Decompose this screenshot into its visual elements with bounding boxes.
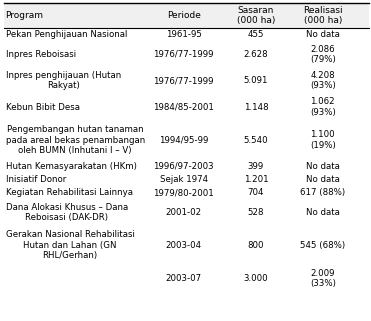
Text: 2.628: 2.628	[244, 50, 268, 59]
Text: Sejak 1974: Sejak 1974	[160, 175, 208, 184]
Text: 1.100
(19%): 1.100 (19%)	[310, 130, 336, 150]
Text: 1976/77-1999: 1976/77-1999	[153, 50, 214, 59]
Text: Periode: Periode	[167, 11, 201, 20]
Text: 1994/95-99: 1994/95-99	[159, 135, 209, 144]
Text: Inpres penghijauan (Hutan
Rakyat): Inpres penghijauan (Hutan Rakyat)	[6, 71, 121, 91]
Text: 1.148: 1.148	[244, 103, 268, 112]
Text: 5.091: 5.091	[244, 76, 268, 85]
Text: Pekan Penghijauan Nasional: Pekan Penghijauan Nasional	[6, 30, 127, 39]
Text: Inisiatif Donor: Inisiatif Donor	[6, 175, 66, 184]
Text: 1984/85-2001: 1984/85-2001	[153, 103, 214, 112]
Text: 399: 399	[248, 162, 264, 171]
Text: Dana Alokasi Khusus – Dana
Reboisasi (DAK-DR): Dana Alokasi Khusus – Dana Reboisasi (DA…	[6, 203, 128, 222]
Text: 4.208
(93%): 4.208 (93%)	[310, 71, 336, 91]
Text: Sasaran
(000 ha): Sasaran (000 ha)	[237, 6, 275, 25]
Text: 2003-04: 2003-04	[165, 241, 202, 250]
Text: Kegiatan Rehabilitasi Lainnya: Kegiatan Rehabilitasi Lainnya	[6, 188, 132, 197]
Text: 2001-02: 2001-02	[165, 208, 202, 217]
Text: No data: No data	[306, 162, 340, 171]
Text: 1.201: 1.201	[244, 175, 268, 184]
Text: Kebun Bibit Desa: Kebun Bibit Desa	[6, 103, 79, 112]
Text: 1961-95: 1961-95	[166, 30, 201, 39]
Text: Realisasi
(000 ha): Realisasi (000 ha)	[303, 6, 342, 25]
Text: 1976/77-1999: 1976/77-1999	[153, 76, 214, 85]
Text: 3.000: 3.000	[244, 274, 268, 283]
Text: 455: 455	[248, 30, 264, 39]
Text: 1996/97-2003: 1996/97-2003	[153, 162, 214, 171]
Text: 528: 528	[248, 208, 264, 217]
Text: 2.086
(79%): 2.086 (79%)	[310, 45, 336, 64]
Text: Inpres Reboisasi: Inpres Reboisasi	[6, 50, 76, 59]
Text: Pengembangan hutan tanaman
pada areal bekas penambangan
oleh BUMN (Inhutani I – : Pengembangan hutan tanaman pada areal be…	[6, 125, 145, 155]
Text: Program: Program	[6, 11, 43, 20]
Text: 2003-07: 2003-07	[165, 274, 202, 283]
Text: Hutan Kemasyarakatan (HKm): Hutan Kemasyarakatan (HKm)	[6, 162, 137, 171]
Text: 545 (68%): 545 (68%)	[300, 241, 345, 250]
Text: No data: No data	[306, 30, 340, 39]
Text: 704: 704	[248, 188, 264, 197]
Text: No data: No data	[306, 208, 340, 217]
Text: 800: 800	[248, 241, 264, 250]
Text: 5.540: 5.540	[244, 135, 268, 144]
Text: No data: No data	[306, 175, 340, 184]
Bar	[4, 3, 369, 28]
Text: 1.062
(93%): 1.062 (93%)	[310, 97, 336, 117]
Text: 1979/80-2001: 1979/80-2001	[153, 188, 214, 197]
Text: Gerakan Nasional Rehabilitasi
Hutan dan Lahan (GN
RHL/Gerhan): Gerakan Nasional Rehabilitasi Hutan dan …	[6, 230, 134, 260]
Text: 2.009
(33%): 2.009 (33%)	[310, 269, 336, 288]
Text: 617 (88%): 617 (88%)	[300, 188, 345, 197]
